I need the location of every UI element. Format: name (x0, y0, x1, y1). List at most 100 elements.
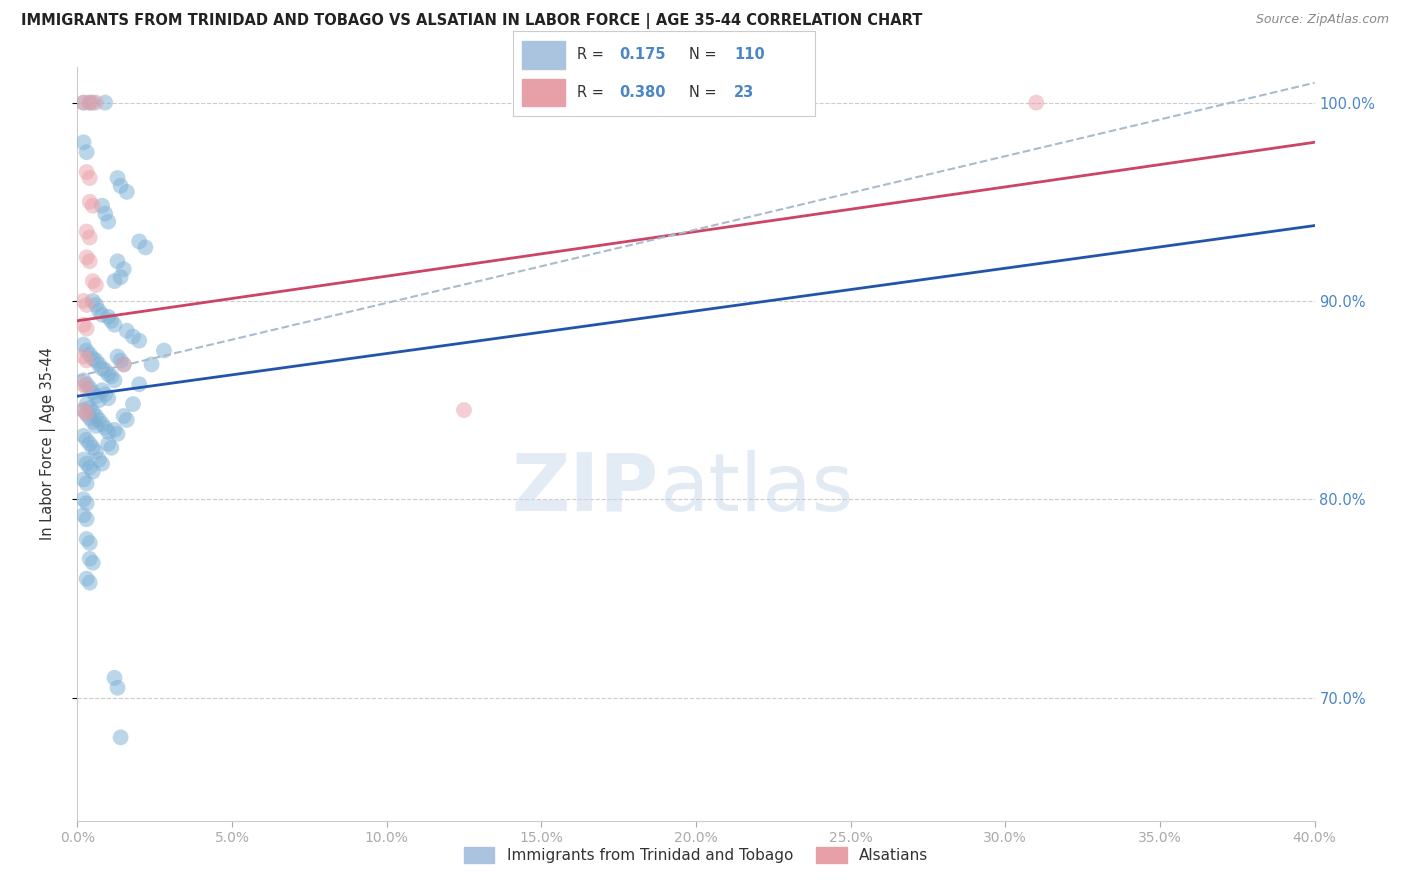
Point (153, 343, 176, 358)
Bar (522, 41, 565, 69)
Point (79, 411, 101, 425)
Point (72, 508, 94, 523)
Point (128, 235, 150, 249)
Point (72, 95, 94, 110)
Point (91, 199, 114, 213)
Point (91, 361, 114, 376)
Point (79, 254, 101, 268)
Point (103, 423, 125, 437)
Point (82, 556, 104, 570)
Point (107, 681, 129, 695)
Point (76, 407, 98, 421)
Point (82, 405, 104, 419)
Point (79, 437, 101, 451)
Point (79, 95, 101, 110)
Point (72, 293, 94, 308)
Point (110, 353, 132, 368)
Point (84, 278, 107, 293)
Point (79, 575, 101, 590)
Point (76, 165, 98, 179)
Bar (522, 78, 565, 106)
Point (76, 572, 98, 586)
Point (112, 358, 135, 372)
Point (72, 473, 94, 487)
Point (592, 95, 614, 110)
Point (110, 731, 132, 745)
Point (82, 351, 104, 366)
Point (76, 298, 98, 312)
Point (72, 429, 94, 443)
Point (72, 95, 94, 110)
Point (82, 385, 104, 400)
Point (72, 377, 94, 392)
Text: IMMIGRANTS FROM TRINIDAD AND TOBAGO VS ALSATIAN IN LABOR FORCE | AGE 35-44 CORRE: IMMIGRANTS FROM TRINIDAD AND TOBAGO VS A… (21, 13, 922, 29)
Point (103, 373, 125, 387)
Point (79, 401, 101, 415)
Point (82, 95, 104, 110)
Point (87, 304, 110, 318)
Text: atlas: atlas (659, 450, 853, 528)
Text: ZIP: ZIP (512, 450, 659, 528)
Y-axis label: In Labor Force | Age 35-44: In Labor Force | Age 35-44 (41, 347, 56, 541)
Point (84, 444, 107, 458)
Point (97, 391, 120, 405)
Point (100, 314, 122, 328)
Point (76, 322, 98, 336)
Point (84, 418, 107, 433)
Point (110, 178, 132, 193)
Point (91, 383, 114, 397)
Point (76, 476, 98, 491)
Point (84, 409, 107, 423)
Point (84, 353, 107, 368)
Point (82, 199, 104, 213)
Point (91, 417, 114, 431)
Point (76, 377, 98, 392)
Point (79, 551, 101, 566)
Point (79, 171, 101, 186)
Point (115, 413, 138, 427)
Point (72, 337, 94, 351)
Point (134, 240, 156, 254)
Point (97, 425, 120, 439)
Legend: Immigrants from Trinidad and Tobago, Alsatians: Immigrants from Trinidad and Tobago, Als… (458, 841, 934, 870)
Text: N =: N = (689, 47, 721, 62)
Point (82, 415, 104, 429)
Point (107, 171, 129, 186)
Point (100, 441, 122, 455)
Point (107, 350, 129, 364)
Point (103, 274, 125, 288)
Point (112, 262, 135, 277)
Point (94, 421, 117, 435)
Point (79, 347, 101, 361)
Point (112, 358, 135, 372)
Point (97, 214, 120, 228)
Text: N =: N = (689, 85, 721, 100)
Point (76, 250, 98, 264)
Point (87, 413, 110, 427)
Point (128, 334, 150, 348)
Point (72, 350, 94, 364)
Point (79, 381, 101, 395)
Point (103, 318, 125, 332)
Point (72, 452, 94, 467)
Point (112, 409, 135, 423)
Point (72, 403, 94, 417)
Point (82, 441, 104, 455)
Point (91, 308, 114, 322)
Point (76, 407, 98, 421)
Text: Source: ZipAtlas.com: Source: ZipAtlas.com (1256, 13, 1389, 27)
Point (87, 393, 110, 408)
Point (100, 369, 122, 384)
Point (79, 194, 101, 209)
Point (82, 465, 104, 479)
Point (115, 185, 138, 199)
Point (97, 310, 120, 324)
Point (76, 381, 98, 395)
Text: 0.380: 0.380 (619, 85, 665, 100)
Point (97, 437, 120, 451)
Point (110, 270, 132, 285)
Point (87, 452, 110, 467)
Text: R =: R = (576, 85, 609, 100)
Point (94, 387, 117, 401)
Point (76, 433, 98, 447)
